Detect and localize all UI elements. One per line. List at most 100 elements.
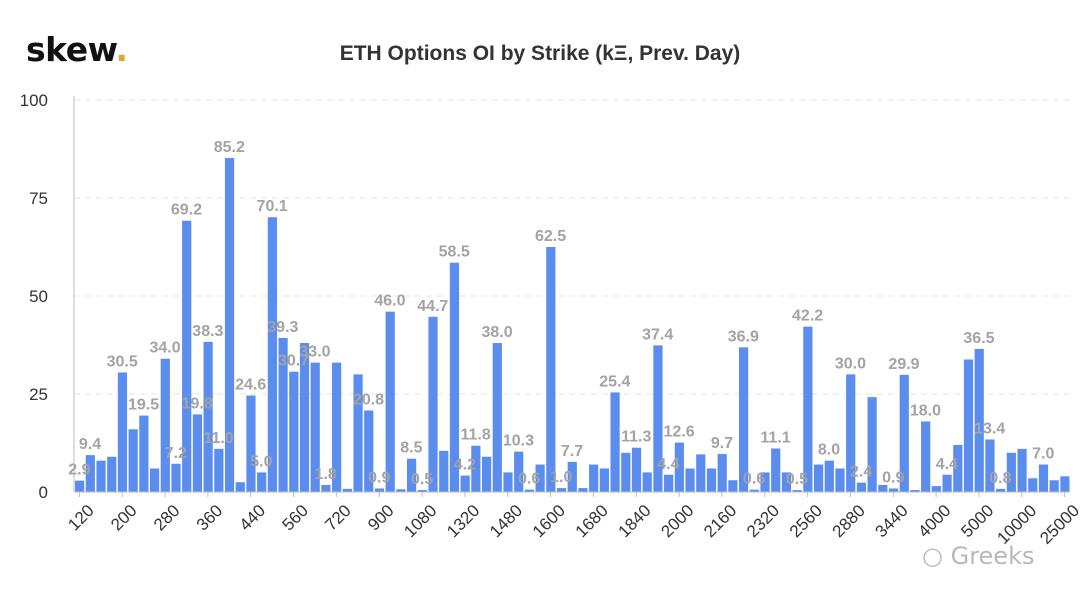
bar	[417, 490, 427, 492]
data-label: 0.5	[786, 471, 808, 488]
bar	[760, 472, 770, 492]
bar	[278, 337, 288, 492]
bar	[921, 421, 931, 492]
y-tick-label: 25	[29, 385, 48, 404]
data-label: 9.4	[79, 436, 101, 453]
bar	[1049, 480, 1059, 492]
data-label: 10.3	[503, 433, 534, 450]
skew-logo: skew.	[26, 30, 128, 69]
data-label: 8.5	[400, 440, 422, 457]
bar	[332, 362, 342, 492]
data-label: 7.2	[165, 445, 187, 462]
bar	[546, 247, 556, 492]
data-label: 0.8	[989, 470, 1011, 487]
bar	[953, 444, 963, 492]
bar	[589, 464, 599, 492]
data-label: 4.2	[454, 457, 476, 474]
bar	[139, 415, 149, 492]
bar	[385, 311, 395, 492]
data-label: 36.9	[728, 328, 759, 345]
bar	[246, 395, 256, 492]
bar	[813, 464, 824, 492]
x-tick-label: 2560	[786, 501, 826, 541]
bar	[160, 358, 170, 492]
bar	[224, 158, 235, 492]
bar	[867, 397, 877, 492]
bar	[353, 374, 363, 492]
bar	[203, 341, 213, 492]
data-label: 0.9	[368, 469, 390, 486]
bar	[235, 482, 245, 492]
data-label: 0.5	[411, 471, 433, 488]
bar	[556, 488, 567, 492]
data-label: 1.8	[315, 466, 337, 483]
bar	[696, 454, 706, 492]
bar	[1038, 464, 1049, 492]
bar	[996, 488, 1006, 492]
data-label: 11.3	[621, 429, 651, 446]
data-label: 19.5	[128, 397, 159, 414]
bar	[1028, 478, 1038, 492]
bar	[128, 429, 138, 492]
data-label: 4.4	[657, 456, 679, 473]
bar	[985, 439, 995, 492]
bar	[374, 488, 385, 492]
bar	[182, 220, 192, 493]
x-tick-label: 25000	[1036, 501, 1080, 548]
data-label: 11.8	[460, 427, 490, 444]
bars	[75, 158, 1070, 493]
x-tick-label: 1080	[400, 501, 440, 541]
bar	[321, 484, 331, 492]
bar	[803, 326, 813, 492]
bar	[460, 475, 470, 492]
bar	[706, 468, 717, 492]
bar	[214, 448, 224, 492]
data-label: 37.4	[642, 326, 673, 343]
axes	[73, 96, 1070, 497]
data-label: 13.4	[974, 420, 1005, 437]
data-label: 7.7	[561, 443, 583, 460]
bar	[75, 480, 85, 492]
bar	[299, 343, 310, 492]
x-tick-label: 720	[321, 501, 354, 534]
data-label: 38.0	[481, 324, 512, 341]
data-label: 25.4	[599, 373, 630, 390]
data-label: 29.9	[888, 356, 919, 373]
x-tick-label: 900	[364, 501, 397, 534]
x-tick-label: 560	[278, 501, 311, 534]
x-tick-label: 10000	[993, 501, 1040, 548]
x-tick-label: 1320	[443, 501, 483, 541]
x-tick-label: 1600	[529, 501, 569, 541]
bar	[171, 463, 181, 492]
bar	[514, 451, 524, 492]
x-tick-label: 1840	[615, 501, 655, 541]
bar	[364, 410, 374, 492]
grid-lines	[74, 99, 1070, 395]
data-label: 30.7	[278, 353, 309, 370]
bar	[471, 445, 481, 492]
bar	[1017, 448, 1027, 492]
data-label: 42.2	[792, 308, 823, 325]
x-tick-label: 2160	[700, 501, 740, 541]
bar	[824, 460, 834, 492]
data-label: 69.2	[171, 202, 202, 219]
bar	[792, 490, 802, 492]
x-tick-label: 3440	[872, 501, 912, 541]
bar	[781, 472, 792, 492]
bar	[899, 374, 909, 492]
data-label: 18.0	[910, 402, 941, 419]
data-labels: 2.9 9.4 30.5 19.5 34.0 7.2 69.2 19.8 38.3 11.0 85.…	[68, 139, 1054, 488]
bar	[85, 455, 95, 492]
watermark-greeks: ○ Greeks	[922, 542, 1034, 570]
bar	[96, 460, 106, 492]
data-label: 19.8	[182, 395, 213, 412]
bar	[567, 461, 577, 492]
wechat-icon: ○	[922, 542, 943, 570]
data-label: 85.2	[214, 139, 245, 156]
bar	[846, 374, 856, 492]
data-label: 24.6	[235, 377, 266, 394]
y-tick-labels: 0 25 50 75 100	[20, 91, 48, 502]
bar	[749, 489, 759, 492]
data-label: 70.1	[257, 198, 288, 215]
